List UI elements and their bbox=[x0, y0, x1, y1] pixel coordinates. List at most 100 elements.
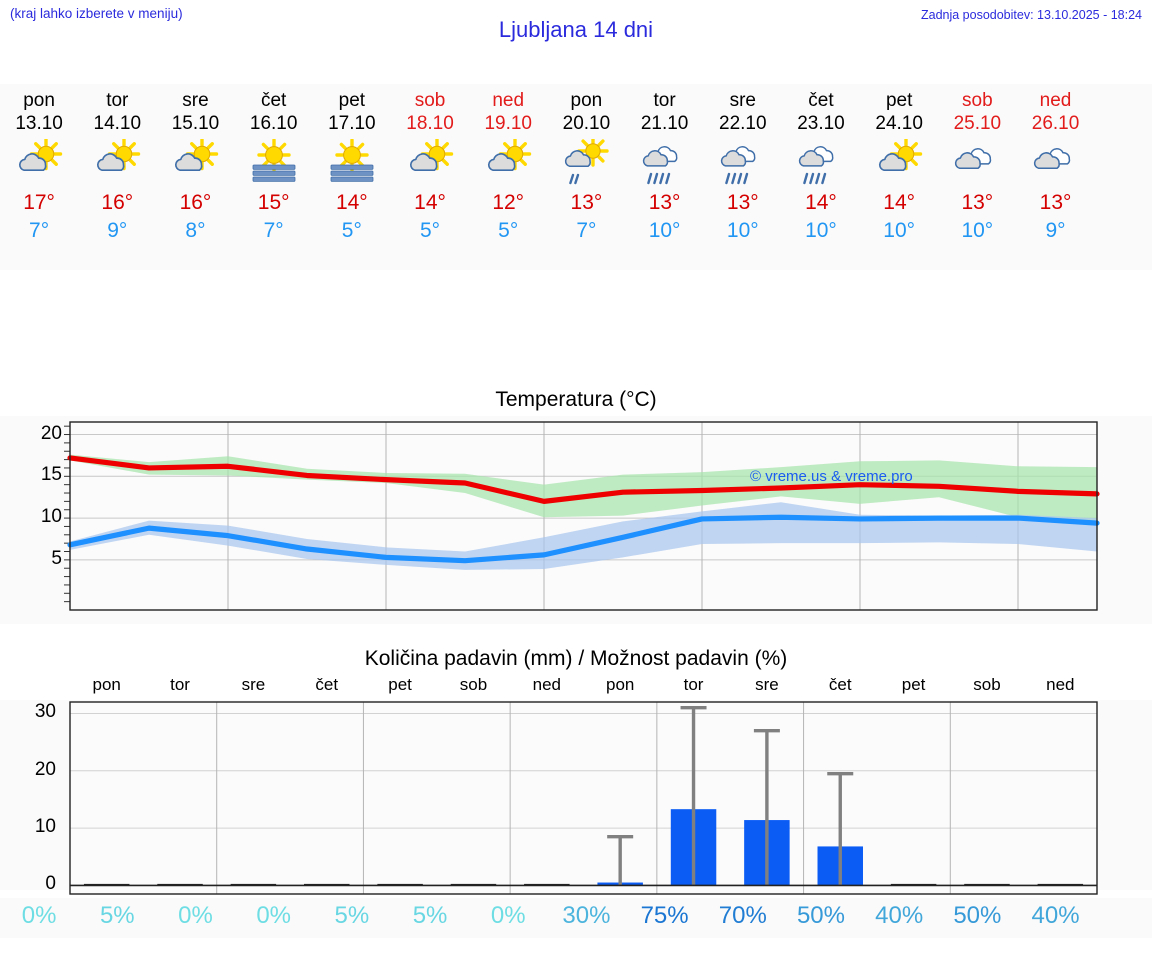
temp-min-label: 5° bbox=[341, 219, 362, 242]
precipitation-probability-label: 5% bbox=[334, 902, 370, 929]
temp-max-label: 13° bbox=[726, 191, 759, 214]
day-date-label: 15.10 bbox=[171, 113, 220, 134]
day-name-label: tor bbox=[106, 90, 129, 111]
day-name-label: sre bbox=[182, 90, 209, 111]
day-date-label: 23.10 bbox=[797, 113, 845, 134]
temp-max-label: 13° bbox=[1039, 191, 1072, 214]
temp-min-label: 5° bbox=[498, 219, 519, 242]
temp-min-label: 5° bbox=[419, 219, 441, 242]
temperature-chart-title: Temperatura (°C) bbox=[495, 388, 657, 411]
precipitation-x-axis-day-label: čet bbox=[315, 675, 339, 694]
precipitation-x-axis-day-label: pet bbox=[388, 675, 412, 694]
day-name-label: pet bbox=[885, 90, 913, 111]
day-date-label: 24.10 bbox=[875, 113, 923, 134]
precipitation-probability-row: 0% 5% 0% 0% 5% 5% 0% 30% 75% 70% 50% 40% 50% 40% bbox=[0, 898, 1152, 938]
day-date-label: 22.10 bbox=[719, 113, 767, 134]
menu-hint-label: (kraj lahko izberete v meniju) bbox=[10, 6, 183, 21]
day-name-label: tor bbox=[653, 90, 676, 111]
temp-min-label: 7° bbox=[29, 219, 50, 242]
temperature-y-axis-tick: 20 bbox=[40, 422, 62, 444]
day-column[interactable]: čet 23.10 14° 10° bbox=[782, 84, 860, 270]
temp-max-label: 14° bbox=[414, 191, 446, 214]
day-column[interactable]: ned 19.10 12° 5° bbox=[469, 84, 547, 270]
precipitation-x-axis-day-label: sob bbox=[459, 675, 488, 694]
page-title: Ljubljana 14 dni bbox=[498, 17, 654, 42]
day-name-label: pon bbox=[570, 90, 603, 111]
temp-max-label: 12° bbox=[492, 191, 525, 214]
precipitation-x-axis-day-label: sre bbox=[241, 675, 266, 694]
temperature-y-axis-tick: 15 bbox=[40, 464, 62, 486]
temp-min-label: 9° bbox=[107, 219, 128, 242]
precipitation-probability-label: 70% bbox=[718, 902, 767, 929]
temperature-series-line bbox=[67, 514, 1100, 564]
day-date-label: 14.10 bbox=[93, 113, 142, 134]
copyright-annotation: © vreme.us & vreme.pro bbox=[750, 468, 913, 485]
day-column[interactable]: pon 20.10 13° 7° bbox=[547, 84, 625, 270]
day-date-label: 20.10 bbox=[562, 113, 611, 134]
precipitation-y-axis-tick: 20 bbox=[34, 758, 56, 780]
precipitation-x-axis-day-label: tor bbox=[683, 675, 704, 694]
day-name-label: pet bbox=[338, 90, 366, 111]
precipitation-error-bar bbox=[753, 728, 780, 886]
day-name-label: ned bbox=[1039, 90, 1072, 111]
day-name-label: čet bbox=[260, 90, 287, 111]
day-column[interactable]: ned 26.10 13° 9° bbox=[1016, 84, 1094, 270]
precipitation-probability-label: 0% bbox=[178, 902, 213, 929]
precipitation-probability-label: 50% bbox=[953, 902, 1002, 929]
temp-min-label: 7° bbox=[576, 219, 597, 242]
day-name-label: sob bbox=[414, 90, 446, 111]
day-column[interactable]: pet 17.10 14° 5° bbox=[313, 84, 391, 270]
precipitation-probability-label: 0% bbox=[256, 902, 291, 929]
day-date-label: 21.10 bbox=[640, 113, 689, 134]
precipitation-probability-label: 0% bbox=[21, 902, 57, 929]
sun-behind-cloud-icon bbox=[469, 137, 547, 189]
temperature-range-band bbox=[70, 454, 1097, 523]
day-column[interactable]: pon 13.10 17° 7° bbox=[0, 84, 78, 270]
day-column[interactable]: tor 14.10 16° 9° bbox=[78, 84, 156, 270]
temp-max-label: 13° bbox=[570, 191, 603, 214]
sun-behind-cloud-icon bbox=[391, 137, 469, 189]
precipitation-x-axis-day-label: čet bbox=[828, 675, 852, 694]
temp-max-label: 14° bbox=[805, 191, 837, 214]
sun-behind-cloud-icon bbox=[860, 137, 938, 189]
temp-max-label: 15° bbox=[257, 191, 290, 214]
temperature-y-axis-tick: 5 bbox=[51, 547, 62, 569]
precipitation-x-axis-day-label: tor bbox=[170, 675, 190, 694]
day-column[interactable]: sre 22.10 13° 10° bbox=[704, 84, 782, 270]
temp-max-label: 16° bbox=[179, 191, 212, 214]
sun-mist-icon bbox=[313, 137, 391, 189]
temperature-series-line bbox=[67, 455, 1100, 504]
day-column[interactable]: sob 18.10 14° 5° bbox=[391, 84, 469, 270]
day-column[interactable]: sre 15.10 16° 8° bbox=[156, 84, 234, 270]
precipitation-x-axis-day-label: pet bbox=[901, 675, 926, 694]
cloud-rain-icon bbox=[782, 137, 860, 189]
temperature-y-axis-tick: 10 bbox=[40, 506, 62, 528]
day-column[interactable]: pet 24.10 14° 10° bbox=[860, 84, 938, 270]
precipitation-probability-label: 75% bbox=[640, 902, 689, 929]
temp-max-label: 17° bbox=[23, 191, 55, 214]
precipitation-x-axis-day-label: sre bbox=[755, 675, 779, 694]
day-date-label: 18.10 bbox=[406, 113, 454, 134]
precipitation-y-axis-tick: 0 bbox=[45, 873, 56, 895]
precipitation-probability-label: 5% bbox=[99, 902, 135, 929]
precipitation-x-axis-day-label: pon bbox=[605, 675, 635, 694]
temp-min-label: 10° bbox=[726, 219, 759, 242]
precipitation-x-axis-day-label: sob bbox=[973, 675, 1001, 694]
day-date-label: 25.10 bbox=[953, 113, 1002, 134]
day-column[interactable]: sob 25.10 13° 10° bbox=[938, 84, 1016, 270]
precipitation-probability-label: 40% bbox=[1031, 902, 1080, 929]
day-date-label: 16.10 bbox=[249, 113, 298, 134]
temp-min-label: 9° bbox=[1045, 219, 1066, 242]
day-name-label: sob bbox=[962, 90, 993, 111]
precipitation-error-bar bbox=[680, 706, 707, 886]
day-column[interactable]: čet 16.10 15° 7° bbox=[235, 84, 313, 270]
sun-behind-cloud-icon bbox=[0, 137, 78, 189]
precipitation-error-bar bbox=[607, 834, 634, 886]
temp-min-label: 7° bbox=[263, 219, 284, 242]
day-column[interactable]: tor 21.10 13° 10° bbox=[626, 84, 704, 270]
sun-behind-cloud-icon bbox=[78, 137, 156, 189]
last-updated-label: Zadnja posodobitev: 13.10.2025 - 18:24 bbox=[920, 8, 1142, 22]
day-date-label: 26.10 bbox=[1031, 113, 1080, 134]
